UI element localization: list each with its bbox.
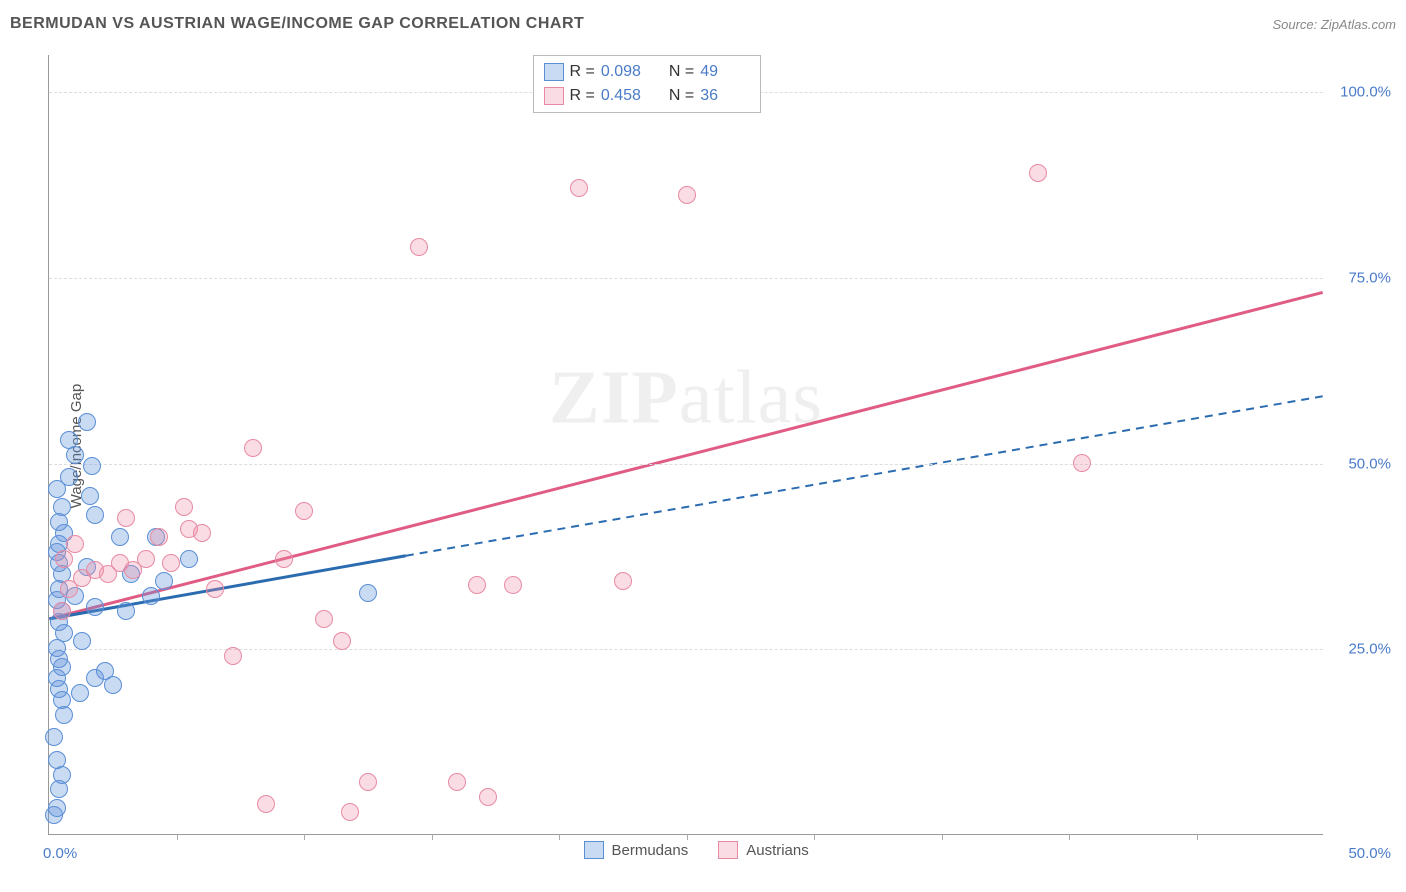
chart-header: BERMUDAN VS AUSTRIAN WAGE/INCOME GAP COR…: [0, 0, 1406, 40]
scatter-point: [155, 572, 173, 590]
x-tick: [687, 834, 688, 840]
legend-swatch: [544, 87, 564, 105]
legend-label: Bermudans: [612, 842, 689, 859]
legend-swatch: [544, 63, 564, 81]
scatter-point: [96, 662, 114, 680]
scatter-point: [81, 487, 99, 505]
x-tick: [304, 834, 305, 840]
scatter-point: [117, 602, 135, 620]
scatter-point: [224, 647, 242, 665]
y-tick-label: 50.0%: [1348, 455, 1391, 472]
legend-label: Austrians: [746, 842, 809, 859]
y-tick-label: 25.0%: [1348, 641, 1391, 658]
x-tick: [559, 834, 560, 840]
scatter-point: [333, 632, 351, 650]
legend-item: Austrians: [718, 841, 809, 859]
scatter-point: [48, 799, 66, 817]
scatter-point: [193, 524, 211, 542]
x-tick: [177, 834, 178, 840]
scatter-point: [48, 751, 66, 769]
gridline: [49, 464, 1323, 465]
stats-legend-row: R = 0.098N = 49: [544, 60, 751, 84]
scatter-point: [86, 598, 104, 616]
stats-legend-row: R = 0.458N = 36: [544, 84, 751, 108]
scatter-point: [53, 498, 71, 516]
x-tick: [942, 834, 943, 840]
x-tick: [814, 834, 815, 840]
scatter-point: [315, 610, 333, 628]
scatter-point: [295, 502, 313, 520]
legend-item: Bermudans: [584, 841, 689, 859]
scatter-point: [206, 580, 224, 598]
scatter-point: [142, 587, 160, 605]
scatter-point: [1029, 164, 1047, 182]
source-label: Source: ZipAtlas.com: [1272, 17, 1396, 32]
scatter-point: [55, 550, 73, 568]
scatter-point: [86, 506, 104, 524]
scatter-point: [504, 576, 522, 594]
scatter-point: [678, 186, 696, 204]
scatter-point: [73, 632, 91, 650]
gridline: [49, 278, 1323, 279]
chart-title: BERMUDAN VS AUSTRIAN WAGE/INCOME GAP COR…: [10, 15, 584, 33]
scatter-point: [614, 572, 632, 590]
scatter-point: [341, 803, 359, 821]
series-legend: Bermudans Austrians: [584, 841, 809, 859]
x-label-min: 0.0%: [43, 845, 77, 862]
scatter-point: [1073, 454, 1091, 472]
scatter-point: [359, 773, 377, 791]
legend-swatch: [718, 841, 738, 859]
scatter-point: [117, 509, 135, 527]
scatter-point: [71, 684, 89, 702]
scatter-point: [468, 576, 486, 594]
x-tick: [1069, 834, 1070, 840]
y-tick-label: 75.0%: [1348, 269, 1391, 286]
y-tick-label: 100.0%: [1340, 84, 1391, 101]
watermark: ZIPatlas: [549, 354, 823, 441]
stats-legend: R = 0.098N = 49R = 0.458N = 36: [533, 55, 762, 113]
scatter-point: [162, 554, 180, 572]
scatter-point: [570, 179, 588, 197]
scatter-point: [137, 550, 155, 568]
scatter-point: [244, 439, 262, 457]
scatter-point: [150, 528, 168, 546]
scatter-point: [359, 584, 377, 602]
scatter-point: [78, 413, 96, 431]
scatter-point: [60, 431, 78, 449]
regression-lines: [49, 55, 1323, 834]
x-label-max: 50.0%: [1348, 845, 1391, 862]
scatter-point: [275, 550, 293, 568]
scatter-point: [257, 795, 275, 813]
scatter-point: [111, 528, 129, 546]
scatter-point: [180, 550, 198, 568]
plot-area: ZIPatlas 0.0% 50.0% 25.0%50.0%75.0%100.0…: [48, 55, 1323, 835]
scatter-point: [479, 788, 497, 806]
legend-swatch: [584, 841, 604, 859]
scatter-point: [448, 773, 466, 791]
scatter-point: [53, 602, 71, 620]
scatter-point: [175, 498, 193, 516]
scatter-point: [83, 457, 101, 475]
scatter-point: [60, 468, 78, 486]
scatter-point: [45, 728, 63, 746]
x-tick: [432, 834, 433, 840]
x-tick: [1197, 834, 1198, 840]
scatter-point: [410, 238, 428, 256]
